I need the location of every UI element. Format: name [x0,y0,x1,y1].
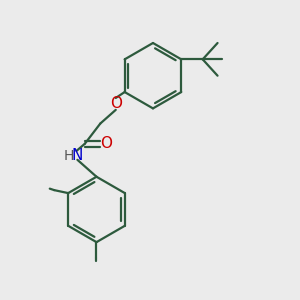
Text: O: O [100,136,112,151]
Text: O: O [110,96,122,111]
Text: H: H [63,149,74,163]
Text: N: N [72,148,83,163]
